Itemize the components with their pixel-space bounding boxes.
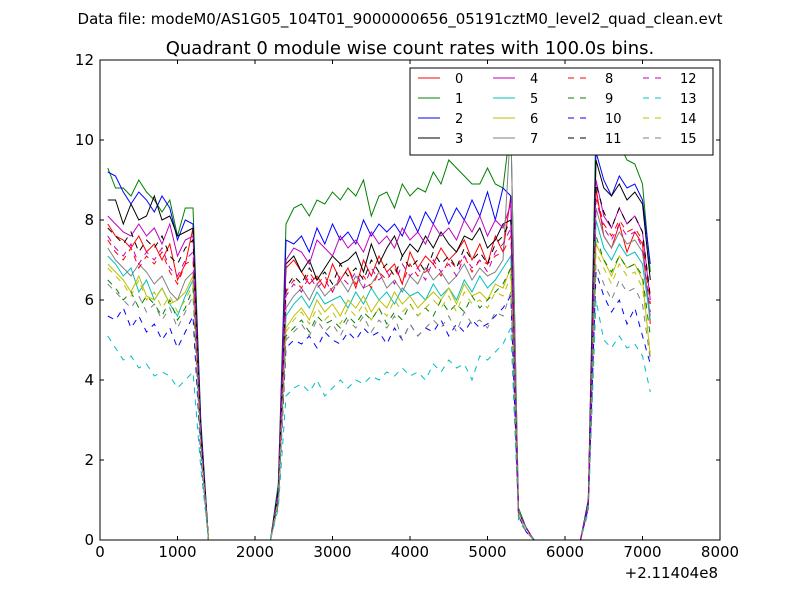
x-tick-label: 8000 (701, 543, 739, 561)
x-tick-label: 5000 (468, 543, 506, 561)
x-offset-label: +2.11404e8 (625, 564, 718, 582)
chart-title: Quadrant 0 module wise count rates with … (166, 38, 655, 59)
x-tick-label: 6000 (546, 543, 584, 561)
y-tick-label: 2 (84, 451, 94, 469)
legend-label-2: 2 (455, 112, 463, 127)
x-tick-label: 7000 (623, 543, 661, 561)
chart-suptitle: Data file: modeM0/AS1G05_104T01_90000006… (78, 10, 723, 29)
axis-ticks: 0 1000 2000 3000 4000 5000 6000 7000 80000246810… (75, 51, 739, 561)
legend-box (409, 67, 714, 156)
x-tick-label: 0 (95, 543, 105, 561)
legend-label-4: 4 (530, 72, 538, 87)
legend-label-13: 13 (680, 92, 697, 107)
series-line-13 (107, 299, 651, 541)
x-tick-label: 2000 (236, 543, 274, 561)
legend-label-10: 10 (605, 112, 622, 127)
legend-label-12: 12 (680, 72, 697, 87)
legend-label-15: 15 (680, 132, 697, 147)
y-tick-label: 10 (75, 131, 94, 149)
y-tick-label: 6 (84, 291, 94, 309)
legend-label-8: 8 (605, 72, 613, 87)
y-tick-label: 8 (84, 211, 94, 229)
legend-label-1: 1 (455, 92, 463, 107)
y-tick-label: 12 (75, 51, 94, 69)
legend-label-9: 9 (605, 92, 613, 107)
legend-label-7: 7 (530, 132, 538, 147)
y-tick-label: 0 (84, 531, 94, 549)
legend-label-6: 6 (530, 112, 538, 127)
series-line-15 (107, 263, 651, 541)
legend-label-3: 3 (455, 132, 463, 147)
y-tick-label: 4 (84, 371, 94, 389)
legend-label-11: 11 (605, 132, 622, 147)
legend-label-14: 14 (680, 112, 697, 127)
series-line-14 (107, 251, 651, 541)
x-tick-label: 4000 (391, 543, 429, 561)
legend-label-0: 0 (455, 72, 463, 87)
legend-label-5: 5 (530, 92, 538, 107)
x-tick-label: 3000 (313, 543, 351, 561)
x-tick-label: 1000 (158, 543, 196, 561)
